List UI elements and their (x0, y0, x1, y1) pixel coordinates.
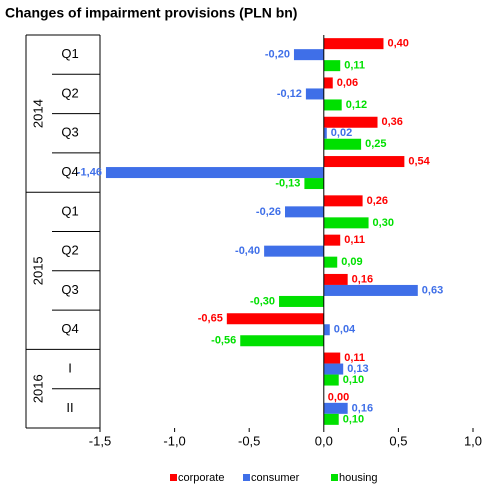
value-label: -0,56 (211, 335, 236, 347)
value-label: -0,20 (265, 49, 290, 61)
y-tick-label: Q4 (61, 164, 78, 179)
group-label: 2016 (30, 374, 45, 403)
bar (279, 295, 324, 307)
bar (304, 178, 324, 190)
legend-label: housing (339, 472, 378, 484)
bar (323, 156, 405, 168)
value-label: -1,46 (77, 166, 102, 178)
y-tick-label: Q2 (61, 243, 78, 258)
value-label: 0,12 (346, 99, 367, 111)
bar (323, 413, 339, 425)
bar (293, 49, 324, 61)
value-label: 0,11 (344, 352, 365, 364)
x-tick-label: 0,0 (315, 433, 333, 448)
y-tick-label: I (68, 360, 72, 375)
bar (323, 374, 339, 386)
bar (323, 138, 362, 150)
value-label: -0,26 (256, 206, 281, 218)
legend-label: corporate (178, 472, 224, 484)
bar (323, 60, 341, 72)
bar (264, 245, 324, 257)
bar (226, 313, 324, 325)
value-label: 0,16 (352, 273, 373, 285)
value-label: 0,02 (331, 127, 352, 139)
value-label: -0,40 (235, 245, 260, 257)
bar (323, 273, 348, 285)
value-label: -0,30 (250, 295, 275, 307)
y-tick-label: Q2 (61, 85, 78, 100)
x-tick-label: 0,5 (389, 433, 407, 448)
bar (323, 234, 341, 246)
bar (323, 127, 327, 139)
bar (323, 352, 341, 364)
y-tick-label: Q1 (61, 46, 78, 61)
value-label: 0,25 (365, 138, 386, 150)
x-tick-label: -1,5 (89, 433, 111, 448)
value-label: 0,63 (422, 284, 443, 296)
value-label: -0,12 (277, 88, 302, 100)
value-label: 0,11 (344, 60, 365, 72)
bar (323, 363, 344, 375)
bar (323, 77, 333, 89)
group-label: 2015 (30, 256, 45, 285)
bar (323, 195, 363, 207)
group-label: 2014 (30, 99, 45, 128)
legend-label: consumer (251, 472, 300, 484)
value-label: 0,40 (387, 38, 408, 50)
value-label: 0,16 (352, 402, 373, 414)
bar (323, 324, 330, 336)
bar (323, 38, 384, 50)
value-label: 0,10 (343, 413, 364, 425)
value-label: 0,09 (341, 256, 362, 268)
value-label: 0,00 (328, 391, 349, 403)
y-tick-label: Q3 (61, 282, 78, 297)
x-tick-label: -0,5 (238, 433, 260, 448)
value-label: 0,10 (343, 374, 364, 386)
bar (323, 402, 348, 414)
bar (323, 256, 338, 268)
value-label: 0,26 (367, 195, 388, 207)
legend-swatch (170, 474, 177, 481)
value-label: 0,04 (334, 324, 356, 336)
value-label: 0,13 (347, 363, 368, 375)
x-tick-label: -1,0 (163, 433, 185, 448)
bar (323, 99, 342, 111)
value-label: 0,36 (382, 116, 403, 128)
legend-swatch (243, 474, 250, 481)
y-tick-label: Q4 (61, 321, 78, 336)
bar (323, 284, 418, 296)
y-tick-label: Q3 (61, 125, 78, 140)
legend-swatch (331, 474, 338, 481)
value-label: 0,11 (344, 234, 365, 246)
chart-title: Changes of impairment provisions (PLN bn… (5, 5, 297, 21)
bar (285, 206, 324, 218)
bar (323, 116, 378, 128)
value-label: -0,13 (275, 177, 300, 189)
bar (240, 335, 324, 347)
bar (323, 217, 369, 229)
x-tick-label: 1,0 (464, 433, 482, 448)
value-label: -0,65 (198, 313, 223, 325)
bar (305, 88, 324, 100)
bar (105, 167, 324, 179)
value-label: 0,54 (408, 155, 430, 167)
y-tick-label: Q1 (61, 203, 78, 218)
value-label: 0,30 (373, 217, 394, 229)
value-label: 0,06 (337, 77, 358, 89)
y-tick-label: II (66, 400, 73, 415)
